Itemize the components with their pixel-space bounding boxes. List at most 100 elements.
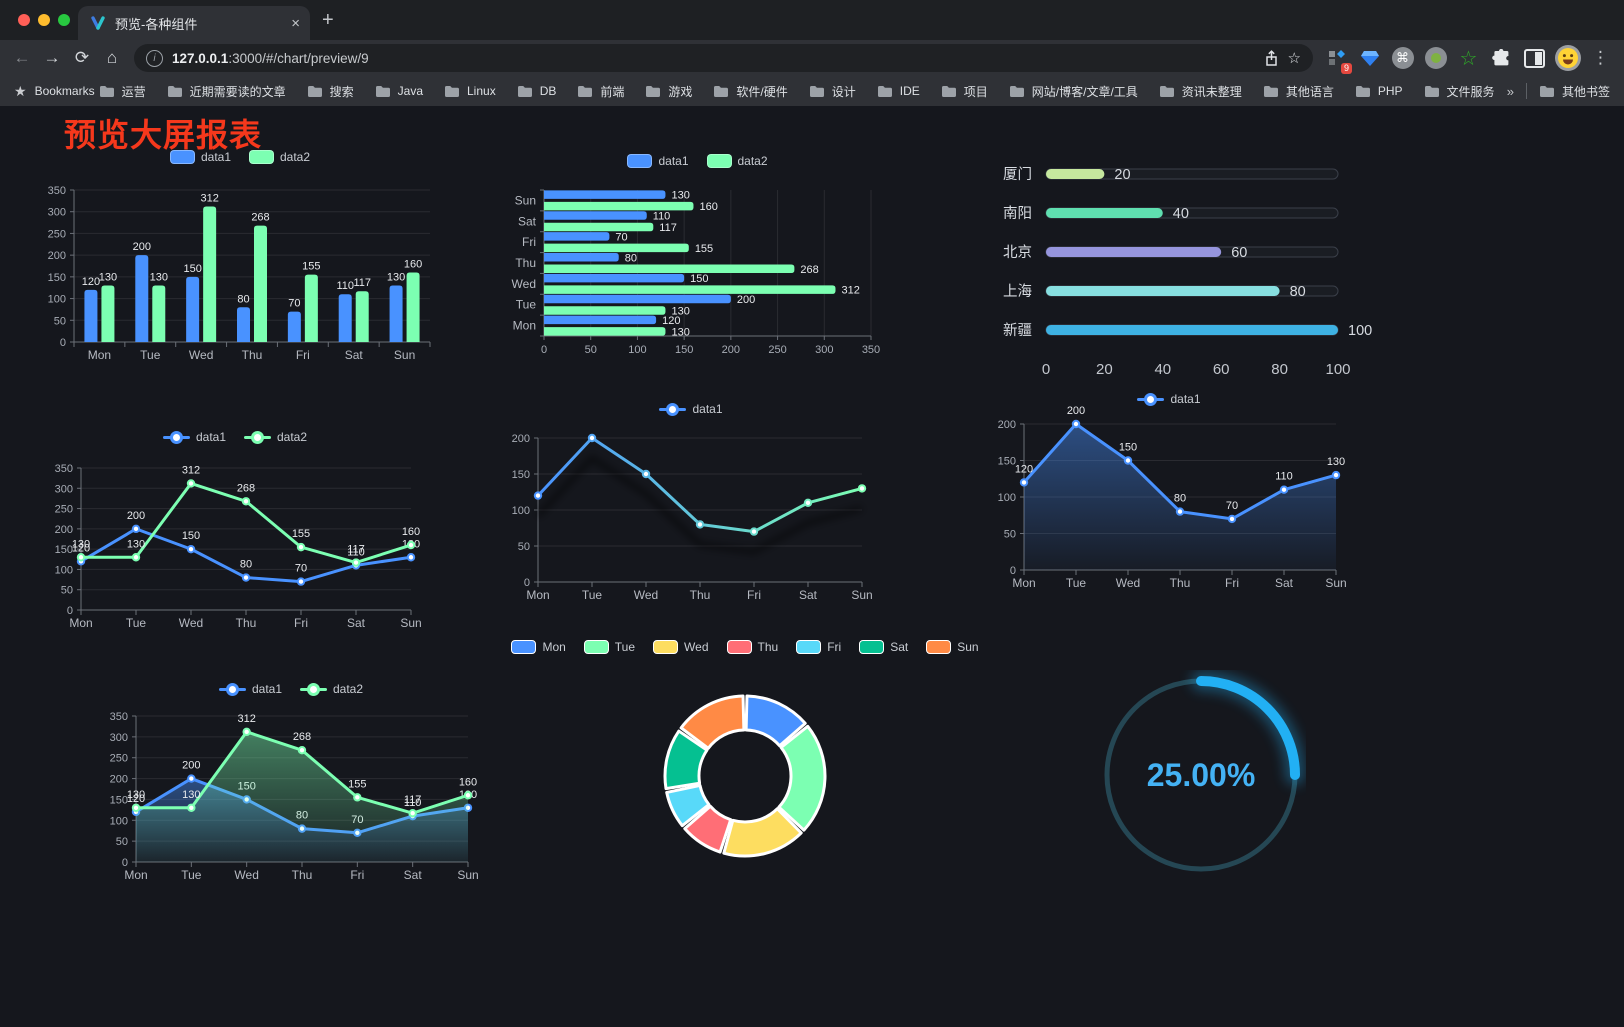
- legend-item[interactable]: Fri: [796, 640, 841, 654]
- folder-icon: [99, 85, 114, 97]
- legend-item[interactable]: Sat: [859, 640, 908, 654]
- bookmark-item[interactable]: Java: [375, 84, 423, 98]
- legend-item[interactable]: data1: [169, 150, 231, 164]
- bookmark-item[interactable]: Linux: [444, 84, 496, 98]
- svg-text:20: 20: [1096, 361, 1113, 378]
- legend-item[interactable]: data1: [659, 402, 723, 416]
- page-title: 预览大屏报表: [64, 117, 263, 153]
- home-icon[interactable]: ⌂: [106, 48, 118, 67]
- minimize-window-button[interactable]: [38, 14, 50, 26]
- grouped-hbar-chart: 0 50 100 150 200 250 300 350 Mon 120 130 Tue 200 130 W…: [500, 150, 895, 364]
- share-icon[interactable]: [1264, 49, 1279, 67]
- percent-gauge-canvas: 25.00%: [1104, 671, 1305, 872]
- profile-avatar[interactable]: [1552, 43, 1583, 73]
- legend-item[interactable]: Mon: [511, 640, 566, 654]
- svg-text:200: 200: [55, 524, 73, 536]
- site-info-icon[interactable]: i: [146, 49, 163, 67]
- blue-area-line-chart: 0 50 100 150 200 Mon Tue Wed Thu Fri Sat Sun 120 200 1…: [988, 388, 1350, 598]
- svg-text:160: 160: [459, 776, 477, 788]
- back-icon[interactable]: ←: [13, 48, 31, 67]
- legend-item[interactable]: Thu: [726, 640, 778, 654]
- legend-item[interactable]: Tue: [583, 640, 636, 654]
- legend-label: Tue: [614, 640, 636, 654]
- legend-item[interactable]: data2: [706, 154, 768, 168]
- browser-menu-icon[interactable]: ⋮: [1592, 48, 1609, 67]
- bookmark-item[interactable]: 项目: [941, 83, 988, 100]
- record-extension-icon[interactable]: [1420, 43, 1451, 73]
- folder-icon: [1009, 85, 1024, 97]
- svg-text:117: 117: [347, 544, 365, 556]
- bookmark-item[interactable]: 前端: [577, 83, 624, 100]
- bookmark-item[interactable]: 网站/博客/文章/工具: [1009, 83, 1138, 100]
- svg-text:50: 50: [585, 344, 597, 356]
- extensions-puzzle-icon[interactable]: [1486, 43, 1517, 73]
- bookmark-item[interactable]: 文件服务器: [1424, 83, 1495, 100]
- bookmark-label: 项目: [963, 84, 988, 99]
- svg-text:Mon: Mon: [69, 616, 92, 630]
- bookmark-item[interactable]: PHP: [1355, 84, 1403, 98]
- legend-item[interactable]: data2: [244, 430, 307, 444]
- legend-item[interactable]: data1: [1137, 392, 1201, 406]
- svg-text:Sat: Sat: [799, 588, 818, 602]
- forward-icon[interactable]: →: [43, 48, 61, 67]
- command-extension-icon[interactable]: ⌘: [1387, 43, 1418, 73]
- green-star-extension-icon[interactable]: ☆: [1459, 47, 1478, 70]
- address-bar[interactable]: i 127.0.0.1:3000/#/chart/preview/9 ☆: [134, 44, 1313, 72]
- bookmark-item[interactable]: 运营: [99, 83, 146, 100]
- reload-icon[interactable]: ⟳: [74, 48, 90, 67]
- bookmark-label: 网站/博客/文章/工具: [1031, 84, 1138, 99]
- legend-label: data1: [195, 430, 226, 444]
- bookmark-item[interactable]: 资讯未整理: [1159, 83, 1242, 100]
- active-tab[interactable]: 预览-各种组件 ×: [78, 6, 310, 40]
- bookmark-label: Java: [397, 84, 423, 98]
- other-bookmarks[interactable]: 其他书签: [1539, 83, 1610, 100]
- extension-grid-icon[interactable]: 9: [1321, 43, 1352, 74]
- svg-text:200: 200: [182, 760, 200, 772]
- svg-text:130: 130: [182, 789, 200, 801]
- svg-text:80: 80: [237, 293, 249, 305]
- legend-item[interactable]: data1: [162, 430, 226, 444]
- svg-text:Wed: Wed: [512, 277, 536, 291]
- zoom-window-button[interactable]: [58, 14, 70, 26]
- legend-item[interactable]: data1: [627, 154, 689, 168]
- bookmark-item[interactable]: 设计: [809, 83, 856, 100]
- svg-text:Tue: Tue: [140, 348, 161, 362]
- legend-label: Sat: [890, 640, 909, 654]
- tab-close-icon[interactable]: ×: [291, 14, 300, 32]
- legend-item[interactable]: Wed: [653, 640, 709, 654]
- svg-text:100: 100: [55, 564, 73, 576]
- svg-text:80: 80: [625, 252, 637, 264]
- bookmark-star-icon[interactable]: ☆: [1287, 50, 1301, 67]
- bookmark-item[interactable]: 软件/硬件: [713, 83, 788, 100]
- svg-text:Sat: Sat: [404, 868, 423, 882]
- svg-text:Mon: Mon: [88, 348, 111, 362]
- new-tab-button[interactable]: +: [322, 9, 334, 31]
- bookmark-label: 文件服务器: [1446, 84, 1495, 99]
- bookmark-item[interactable]: 搜索: [307, 83, 354, 100]
- gem-extension-icon[interactable]: [1354, 43, 1385, 73]
- bookmark-item[interactable]: 近期需要读的文章: [167, 83, 286, 100]
- svg-text:150: 150: [1119, 442, 1137, 454]
- svg-text:155: 155: [302, 261, 320, 273]
- url-text[interactable]: 127.0.0.1:3000/#/chart/preview/9: [172, 51, 1255, 66]
- legend-item[interactable]: data1: [218, 682, 282, 696]
- svg-text:100: 100: [512, 505, 530, 517]
- bookmark-item[interactable]: DB: [517, 84, 556, 98]
- svg-text:0: 0: [541, 344, 547, 356]
- close-window-button[interactable]: [18, 14, 30, 26]
- legend-item[interactable]: data2: [249, 150, 310, 164]
- bookmark-item[interactable]: 游戏: [645, 83, 692, 100]
- legend-item[interactable]: Sun: [926, 640, 979, 654]
- bookmarks-star-icon[interactable]: ★: [14, 82, 27, 99]
- svg-text:312: 312: [200, 193, 218, 205]
- legend-label: Sun: [957, 640, 979, 654]
- svg-text:120: 120: [662, 315, 680, 327]
- side-panel-icon[interactable]: [1519, 43, 1550, 73]
- bookmark-item[interactable]: IDE: [877, 84, 920, 98]
- legend-item[interactable]: data2: [300, 682, 363, 696]
- bookmarks-overflow-chevron[interactable]: »: [1506, 83, 1514, 99]
- bookmarks-label[interactable]: Bookmarks: [34, 84, 95, 98]
- svg-text:312: 312: [841, 285, 859, 297]
- bookmark-item[interactable]: 其他语言: [1263, 83, 1334, 100]
- svg-text:Tue: Tue: [582, 588, 603, 602]
